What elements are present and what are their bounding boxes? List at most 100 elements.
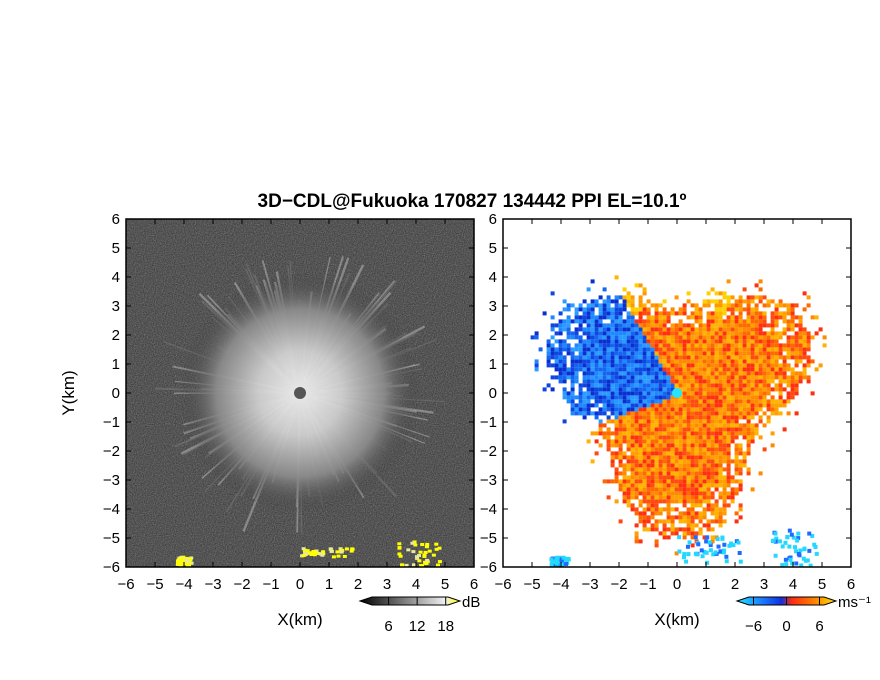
velocity-pixel xyxy=(742,327,747,332)
velocity-pixel xyxy=(558,339,563,344)
velocity-pixel xyxy=(574,335,579,340)
velocity-pixel xyxy=(722,483,727,488)
velocity-pixel xyxy=(606,399,611,404)
velocity-pixel xyxy=(694,383,699,388)
velocity-pixel xyxy=(606,311,611,316)
velocity-pixel xyxy=(686,479,691,484)
velocity-pixel xyxy=(694,327,699,332)
velocity-pixel xyxy=(646,499,651,504)
velocity-pixel xyxy=(710,491,715,496)
snr-y-tick-label: −5 xyxy=(103,530,120,547)
velocity-pixel xyxy=(594,439,599,444)
velocity-pixel xyxy=(638,415,643,420)
velocity-pixel xyxy=(570,391,575,396)
velocity-pixel xyxy=(618,327,623,332)
velocity-pixel xyxy=(566,375,571,380)
velocity-pixel xyxy=(638,451,643,456)
velocity-pixel xyxy=(738,463,743,468)
velocity-pixel xyxy=(806,339,811,344)
velocity-pixel xyxy=(798,335,803,340)
velocity-pixel xyxy=(698,407,703,412)
velocity-pixel xyxy=(730,367,735,372)
velocity-pixel xyxy=(598,347,603,352)
velocity-pixel xyxy=(714,423,719,428)
velocity-pixel xyxy=(698,335,703,340)
velocity-pixel xyxy=(662,463,667,468)
velocity-pixel xyxy=(802,363,807,368)
velocity-pixel xyxy=(790,351,795,356)
velocity-pixel xyxy=(670,395,675,400)
velocity-pixel xyxy=(726,475,731,480)
velocity-pixel xyxy=(798,315,803,320)
velocity-x-tick-label: −5 xyxy=(523,576,540,593)
velocity-pixel xyxy=(658,375,663,380)
velocity-pixel xyxy=(578,323,583,328)
velocity-pixel xyxy=(730,319,735,324)
velocity-pixel xyxy=(774,343,779,348)
velocity-pixel xyxy=(602,379,607,384)
velocity-pixel xyxy=(714,323,719,328)
velocity-pixel xyxy=(786,411,791,416)
velocity-pixel xyxy=(706,507,711,512)
velocity-pixel xyxy=(658,371,663,376)
velocity-pixel xyxy=(614,411,619,416)
velocity-pixel xyxy=(630,451,635,456)
velocity-pixel xyxy=(802,367,807,372)
velocity-pixel xyxy=(754,391,759,396)
velocity-pixel xyxy=(674,379,679,384)
velocity-pixel xyxy=(558,371,563,376)
velocity-y-tick-label: 6 xyxy=(489,211,497,228)
velocity-pixel xyxy=(626,335,631,340)
velocity-pixel xyxy=(670,443,675,448)
velocity-pixel xyxy=(634,283,639,288)
velocity-pixel xyxy=(610,387,615,392)
velocity-pixel xyxy=(722,431,727,436)
snr-x-tick-label: −2 xyxy=(233,576,250,593)
velocity-pixel xyxy=(638,295,643,300)
velocity-echo-pixel xyxy=(562,557,567,562)
velocity-pixel xyxy=(714,459,719,464)
velocity-pixel xyxy=(794,359,799,364)
velocity-pixel xyxy=(642,291,647,296)
velocity-pixel xyxy=(602,383,607,388)
velocity-echo-pixel xyxy=(793,545,798,550)
snr-echo-pixel xyxy=(339,550,344,554)
velocity-pixel xyxy=(610,439,615,444)
velocity-pixel xyxy=(670,307,675,312)
velocity-pixel xyxy=(626,491,631,496)
velocity-pixel xyxy=(606,303,611,308)
velocity-pixel xyxy=(650,431,655,436)
velocity-pixel xyxy=(554,359,559,364)
velocity-pixel xyxy=(666,475,671,480)
velocity-pixel xyxy=(758,391,763,396)
velocity-pixel xyxy=(626,347,631,352)
velocity-pixel xyxy=(658,507,663,512)
velocity-pixel xyxy=(642,323,647,328)
velocity-pixel xyxy=(694,331,699,336)
velocity-pixel xyxy=(698,387,703,392)
velocity-pixel xyxy=(662,367,667,372)
velocity-pixel xyxy=(638,343,643,348)
velocity-pixel xyxy=(758,399,763,404)
velocity-pixel xyxy=(738,503,743,508)
velocity-pixel xyxy=(786,311,791,316)
velocity-pixel xyxy=(582,331,587,336)
snr-echo-pixel xyxy=(427,549,432,553)
snr-y-tick-label: −6 xyxy=(103,559,120,576)
velocity-pixel xyxy=(662,443,667,448)
velocity-pixel xyxy=(634,483,639,488)
velocity-pixel xyxy=(754,379,759,384)
velocity-pixel xyxy=(654,479,659,484)
velocity-echo-pixel xyxy=(791,535,796,540)
velocity-pixel xyxy=(706,363,711,368)
velocity-pixel xyxy=(642,399,647,404)
velocity-pixel xyxy=(654,407,659,412)
velocity-pixel xyxy=(690,335,695,340)
velocity-pixel xyxy=(674,527,679,532)
velocity-pixel xyxy=(634,387,639,392)
velocity-pixel xyxy=(666,379,671,384)
velocity-pixel xyxy=(718,435,723,440)
velocity-pixel xyxy=(662,459,667,464)
velocity-pixel xyxy=(702,335,707,340)
velocity-pixel xyxy=(690,327,695,332)
